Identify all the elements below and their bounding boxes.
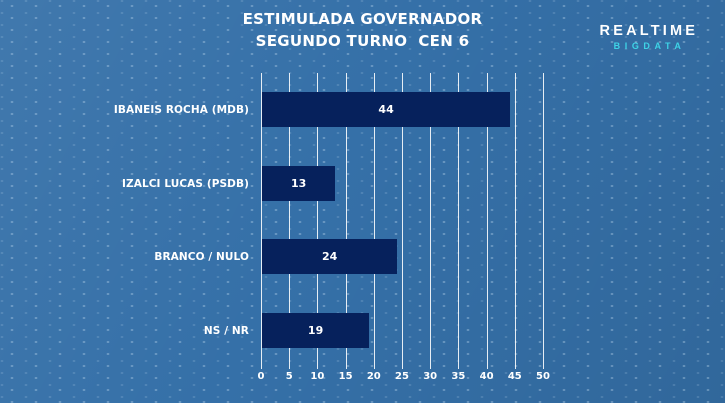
gridline	[458, 73, 460, 369]
gridline	[317, 73, 319, 369]
x-axis-tick-label: 25	[395, 371, 409, 382]
x-axis-tick-label: 30	[423, 371, 438, 382]
gridline	[486, 73, 488, 369]
gridline	[289, 73, 291, 369]
bar: 13	[262, 166, 336, 201]
logo-bigdata-text: BIGDATA	[613, 40, 686, 51]
bar-value-label: 13	[291, 177, 307, 190]
category-label: IZALCI LUCAS (PSDB)	[122, 177, 249, 190]
gridline	[430, 73, 432, 369]
gridline	[373, 73, 375, 369]
gridline	[543, 73, 544, 369]
x-axis-tick-label: 10	[310, 371, 325, 382]
category-label: BRANCO / NULO	[154, 250, 249, 263]
logo-realtime-text: REALTIME	[599, 23, 699, 39]
bar: 44	[262, 92, 511, 127]
chart-title-line1: ESTIMULADA GOVERNADOR	[242, 10, 483, 28]
category-label: NS / NR	[203, 324, 249, 337]
gridline	[261, 73, 262, 369]
x-axis-tick-label: 40	[479, 371, 494, 382]
bar-value-label: 24	[322, 250, 338, 263]
gridline	[345, 73, 347, 369]
realtime-bigdata-logo: REALTIME BIGDATA	[600, 24, 695, 51]
x-axis-tick-label: 35	[451, 371, 466, 382]
x-axis-tick-label: 45	[507, 371, 522, 382]
chart-title: ESTIMULADA GOVERNADOR SEGUNDO TURNO CEN …	[0, 8, 725, 52]
gridline	[514, 73, 516, 369]
x-axis-tick-label: 50	[536, 371, 550, 382]
bar-value-label: 44	[378, 103, 394, 116]
category-label: IBANEIS ROCHA (MDB)	[113, 103, 249, 116]
x-axis-tick-label: 20	[366, 371, 381, 382]
gridline	[402, 73, 403, 369]
bar: 24	[262, 239, 398, 274]
x-axis-tick-label: 5	[285, 371, 293, 382]
x-axis-tick-label: 15	[338, 371, 353, 382]
chart-title-line2: SEGUNDO TURNO CEN 6	[255, 32, 470, 50]
bar-value-label: 19	[307, 324, 324, 337]
x-axis-tick-label: 0	[257, 371, 265, 382]
bar: 19	[262, 313, 370, 348]
